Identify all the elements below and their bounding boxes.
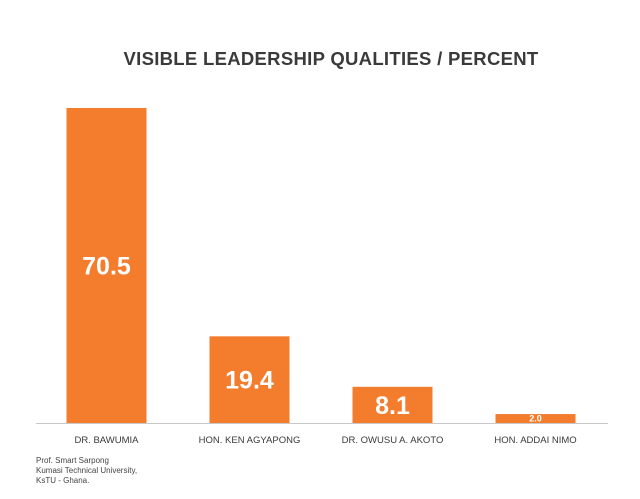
data-label: 19.4 bbox=[225, 367, 274, 395]
category-label: DR. BAWUMIA bbox=[74, 435, 139, 446]
data-label: 70.5 bbox=[82, 253, 131, 281]
category-label: HON. KEN AGYAPONG bbox=[199, 435, 301, 446]
source-note-line: KsTU - Ghana. bbox=[36, 476, 90, 485]
data-label: 8.1 bbox=[375, 392, 410, 420]
source-note-line: Kumasi Technical University, bbox=[36, 466, 138, 475]
data-label: 2.0 bbox=[529, 414, 542, 424]
chart-title: VISIBLE LEADERSHIP QUALITIES / PERCENT bbox=[123, 48, 539, 69]
bar bbox=[66, 108, 147, 423]
category-label: HON. ADDAI NIMO bbox=[494, 435, 576, 446]
bar bbox=[209, 336, 290, 423]
category-label: DR. OWUSU A. AKOTO bbox=[342, 435, 444, 446]
source-note-line: Prof. Smart Sarpong bbox=[36, 456, 109, 465]
source-note: Prof. Smart Sarpong Kumasi Technical Uni… bbox=[36, 456, 137, 486]
bar bbox=[495, 414, 576, 423]
bar bbox=[352, 386, 433, 423]
